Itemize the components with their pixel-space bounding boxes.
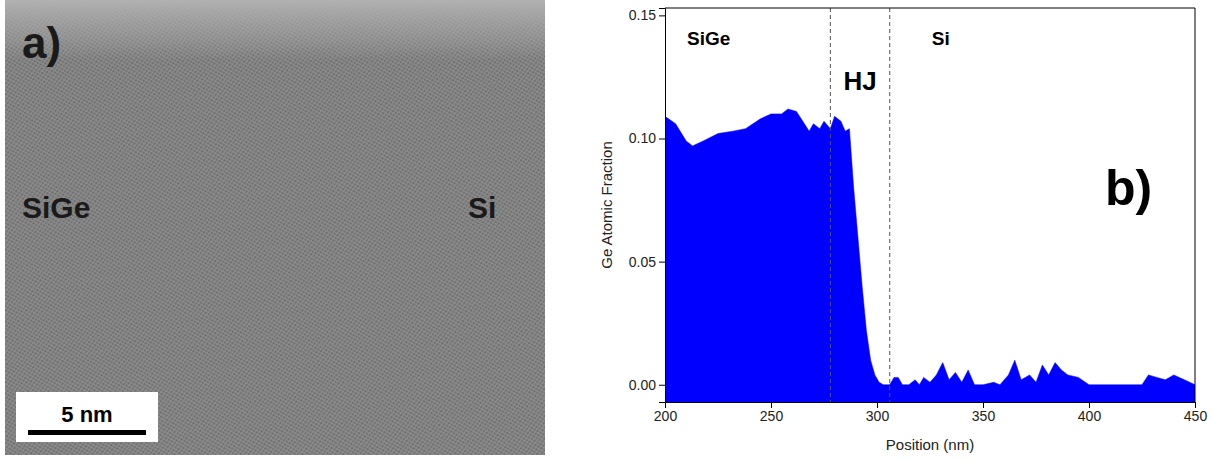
y-tick-label: 0.10 — [629, 130, 656, 146]
panel-b: 200 250 300 350 400 450 0.00 0.05 0.10 0.15 Positi… — [598, 7, 1207, 453]
panel-label: b) — [1105, 160, 1152, 216]
y-axis-title: Ge Atomic Fraction — [598, 141, 615, 269]
x-tick: 300 — [866, 402, 890, 424]
ge-profile — [665, 109, 1195, 402]
x-tick: 400 — [1078, 402, 1102, 424]
plot-area — [665, 8, 1195, 402]
y-axis-line — [659, 9, 666, 403]
x-tick: 250 — [760, 402, 784, 424]
y-tick: 0.00 — [629, 377, 665, 393]
y-tick: 0.05 — [629, 254, 665, 270]
x-tick: 450 — [1184, 402, 1208, 424]
y-tick-label: 0.15 — [629, 7, 656, 23]
figure: a)SiGeSi5 nm2002503003504004500.000.050.… — [0, 0, 1215, 460]
micrograph — [5, 0, 545, 455]
x-axis-title: Position (nm) — [886, 436, 974, 453]
y-tick-mark — [659, 385, 665, 386]
boundary-line — [889, 8, 890, 402]
y-tick-mark — [659, 139, 665, 140]
x-tick-label: 250 — [760, 408, 784, 424]
scale-bar — [28, 430, 146, 435]
x-tick: 200 — [654, 402, 678, 424]
y-tick: 0.10 — [629, 130, 665, 146]
scale-bar-label: 5 nm — [61, 402, 112, 427]
x-tick-label: 350 — [972, 408, 996, 424]
x-tick-label: 450 — [1184, 408, 1208, 424]
y-tick-label: 0.05 — [629, 254, 656, 270]
x-tick-label: 200 — [654, 408, 678, 424]
region-label: Si — [468, 191, 496, 224]
region-label: HJ — [843, 66, 876, 96]
y-tick: 0.15 — [629, 7, 665, 23]
panel-label: a) — [22, 18, 61, 67]
y-tick-mark — [659, 15, 665, 16]
y-tick-mark — [659, 262, 665, 263]
surface-layer — [5, 0, 545, 60]
scale-bar-box — [16, 392, 158, 442]
x-axis: 200 250 300 350 400 450 — [654, 402, 1208, 424]
x-tick-label: 300 — [866, 408, 890, 424]
frame-top — [665, 8, 1195, 9]
y-axis: 0.00 0.05 0.10 0.15 — [629, 7, 666, 402]
region-label: SiGe — [22, 191, 90, 224]
panel-a: a) SiGe Si 5 nm — [5, 0, 545, 455]
x-axis-line — [666, 403, 1196, 409]
region-label: Si — [932, 28, 950, 49]
y-tick-label: 0.00 — [629, 377, 656, 393]
x-tick-label: 400 — [1078, 408, 1102, 424]
boundary-line — [830, 8, 831, 402]
frame-right — [1195, 8, 1196, 402]
region-label: SiGe — [687, 28, 730, 49]
x-tick: 350 — [972, 402, 996, 424]
